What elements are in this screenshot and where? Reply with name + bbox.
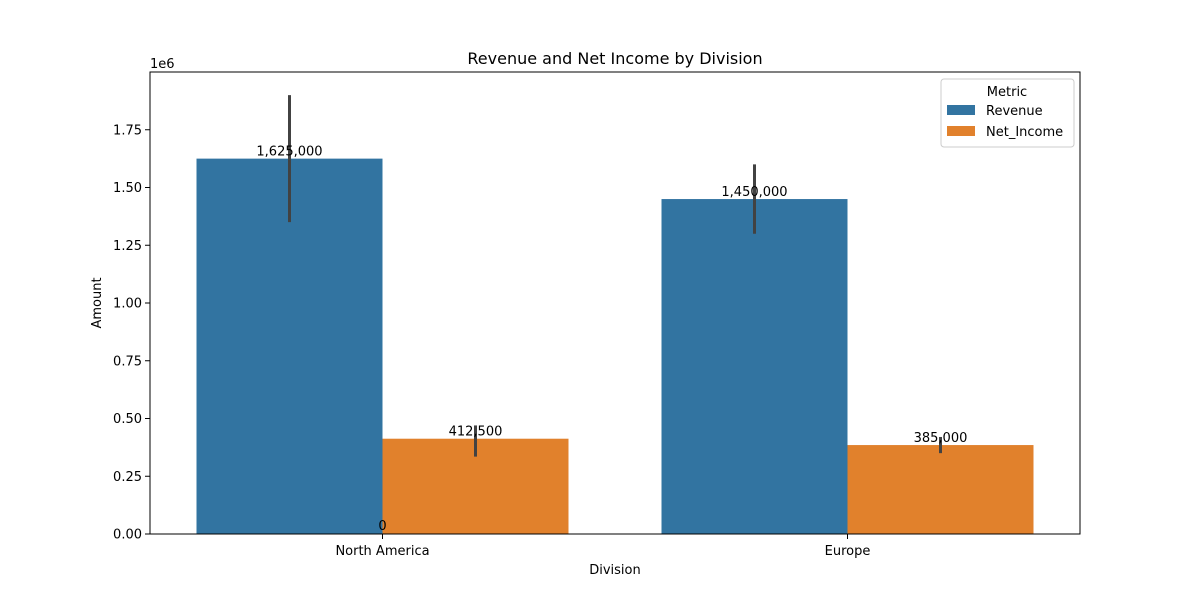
y-tick-label: 1.00	[113, 297, 142, 312]
y-tick-label: 1.50	[113, 181, 142, 196]
data-label-zero: 0	[378, 519, 386, 534]
bar-revenue-1	[661, 199, 848, 535]
y-tick-label: 0.00	[113, 528, 142, 543]
y-tick-label: 0.50	[113, 412, 142, 427]
legend-swatch-revenue	[947, 105, 975, 115]
y-axis-label: Amount	[90, 277, 105, 328]
y-tick-label: 0.75	[113, 354, 142, 369]
y-axis: 0.00 0.25 0.50 0.75 1.00 1.25 1.50 1.75	[113, 123, 150, 543]
data-label-revenue-0: 1,625,000	[256, 145, 322, 160]
y-scale-label: 1e6	[150, 57, 175, 72]
bars-group	[196, 158, 1034, 535]
legend-title: Metric	[987, 85, 1027, 100]
data-label-net_income-1: 385,000	[914, 431, 968, 446]
y-tick-label: 1.75	[113, 123, 142, 138]
y-tick-label: 0.25	[113, 470, 142, 485]
chart-title: Revenue and Net Income by Division	[467, 49, 762, 68]
data-label-revenue-1: 1,450,000	[721, 185, 787, 200]
bar-net_income-1	[847, 445, 1034, 534]
legend-swatch-net_income	[947, 126, 975, 136]
legend: Metric Revenue Net_Income	[940, 78, 1075, 148]
legend-label-net_income: Net_Income	[986, 125, 1063, 140]
x-axis: North America Europe	[335, 534, 870, 559]
data-labels-group: 1,625,000 1,450,000 412,500 385,000 0	[256, 145, 967, 534]
x-tick-label: Europe	[825, 544, 871, 559]
y-tick-label: 1.25	[113, 239, 142, 254]
data-label-net_income-0: 412,500	[449, 425, 503, 440]
x-axis-label: Division	[589, 563, 641, 578]
legend-label-revenue: Revenue	[986, 104, 1043, 119]
x-tick-label: North America	[335, 544, 429, 559]
error-bars-group	[288, 95, 942, 457]
